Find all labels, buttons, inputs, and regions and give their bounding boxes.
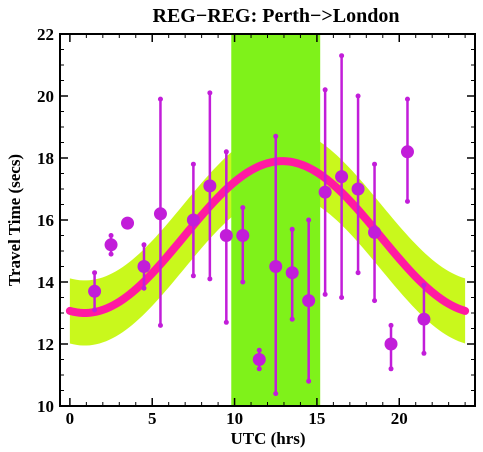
y-tick-label-14: 14: [37, 273, 55, 292]
error-cap-top-17: [372, 161, 378, 167]
y-tick-label-12: 12: [37, 335, 54, 354]
error-cap-bottom-2: [108, 251, 114, 257]
error-cap-top-19: [404, 96, 410, 102]
error-cap-bottom-14: [322, 291, 328, 297]
plot-content: [65, 34, 470, 406]
data-point-14: [318, 185, 332, 199]
data-point-2: [104, 238, 118, 252]
data-point-1: [88, 284, 102, 298]
data-point-5: [153, 207, 167, 221]
data-point-13: [302, 294, 316, 308]
error-cap-top-4: [141, 242, 147, 248]
data-point-15: [335, 170, 349, 184]
error-cap-top-8: [223, 149, 229, 155]
chart-title: REG−REG: Perth−>London: [153, 5, 400, 27]
error-cap-top-20: [421, 282, 427, 288]
x-tick-label-5: 5: [148, 409, 157, 428]
error-cap-bottom-19: [404, 198, 410, 204]
y-tick-label-18: 18: [37, 149, 54, 168]
model-curve: [65, 157, 470, 317]
error-cap-top-7: [207, 90, 213, 96]
y-tick-label-20: 20: [37, 87, 54, 106]
x-tick-label-0: 0: [66, 409, 75, 428]
data-point-20: [417, 312, 431, 326]
error-cap-top-6: [190, 161, 196, 167]
axes: 0 5 10 15 20 10 12 14 16 18 20 22: [37, 25, 475, 428]
error-cap-top-1: [92, 270, 98, 276]
error-cap-top-5: [157, 96, 163, 102]
error-cap-top-9: [240, 205, 246, 211]
data-point-3: [121, 216, 135, 230]
y-tick-label-16: 16: [37, 211, 54, 230]
error-cap-bottom-10: [256, 366, 262, 372]
error-cap-bottom-8: [223, 319, 229, 325]
error-cap-bottom-6: [190, 273, 196, 279]
data-point-10: [252, 353, 266, 366]
error-cap-top-16: [355, 93, 361, 99]
data-point-6: [186, 213, 200, 227]
error-cap-top-2: [108, 233, 114, 238]
data-point-19: [400, 145, 414, 159]
data-point-8: [219, 229, 233, 242]
y-axis-label: Travel Time (secs): [5, 154, 24, 286]
data-point-16: [351, 182, 365, 196]
error-cap-bottom-16: [355, 270, 361, 276]
error-cap-top-15: [339, 53, 345, 59]
x-tick-label-20: 20: [391, 409, 408, 428]
error-cap-bottom-15: [339, 295, 345, 300]
error-cap-top-18: [388, 322, 394, 328]
data-point-9: [236, 229, 250, 242]
error-cap-bottom-9: [240, 279, 246, 285]
error-cap-bottom-4: [141, 285, 147, 291]
error-cap-top-11: [273, 133, 279, 139]
error-cap-bottom-7: [207, 276, 213, 282]
error-cap-bottom-13: [306, 378, 312, 384]
y-tick-label-10: 10: [37, 397, 54, 416]
error-cap-top-10: [256, 347, 262, 353]
error-cap-bottom-18: [388, 366, 394, 372]
x-tick-label-15: 15: [308, 409, 325, 428]
error-cap-bottom-17: [372, 298, 378, 304]
data-point-11: [269, 260, 283, 273]
data-point-7: [203, 179, 217, 193]
data-point-4: [137, 260, 151, 273]
y-tick-label-22: 22: [37, 25, 54, 44]
x-tick-label-10: 10: [226, 409, 243, 428]
error-cap-top-14: [322, 87, 328, 93]
error-cap-bottom-1: [92, 307, 98, 313]
data-point-12: [285, 266, 299, 280]
x-axis-label: UTC (hrs): [230, 429, 305, 448]
error-cap-top-13: [306, 217, 312, 223]
data-point-18: [384, 337, 398, 351]
error-cap-bottom-12: [289, 316, 295, 322]
error-cap-top-12: [289, 226, 295, 232]
error-cap-bottom-20: [421, 350, 427, 356]
plot-area: [65, 34, 470, 406]
data-point-17: [368, 225, 382, 239]
error-cap-bottom-5: [157, 322, 163, 328]
error-cap-bottom-11: [273, 391, 279, 397]
